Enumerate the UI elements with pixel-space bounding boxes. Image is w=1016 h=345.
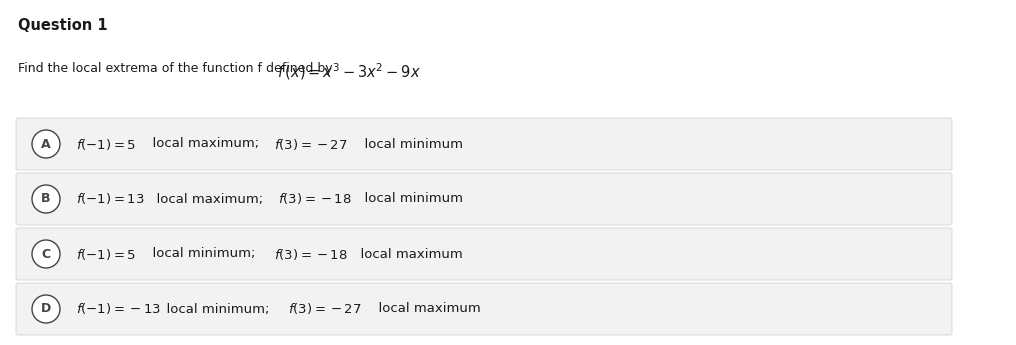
Text: Find the local extrema of the function f defined by: Find the local extrema of the function f… (18, 62, 336, 75)
Text: Question 1: Question 1 (18, 18, 108, 33)
FancyBboxPatch shape (16, 283, 952, 335)
Text: local maximum: local maximum (370, 303, 481, 315)
Text: $f(3)=-18$: $f(3)=-18$ (278, 191, 352, 207)
Circle shape (31, 130, 60, 158)
Text: C: C (42, 247, 51, 260)
Text: D: D (41, 303, 51, 315)
Text: local minimum: local minimum (356, 193, 463, 206)
Text: local maximum;: local maximum; (148, 193, 271, 206)
Text: local minimum;: local minimum; (144, 247, 264, 260)
Text: $f(3)=-27$: $f(3)=-27$ (274, 137, 347, 151)
Text: $f(-1)=5$: $f(-1)=5$ (76, 246, 136, 262)
Circle shape (31, 295, 60, 323)
Text: $f(-1)=5$: $f(-1)=5$ (76, 137, 136, 151)
Circle shape (31, 185, 60, 213)
Text: B: B (42, 193, 51, 206)
Text: local maximum;: local maximum; (144, 138, 267, 150)
FancyBboxPatch shape (16, 173, 952, 225)
Text: $\,f\,(x)=x^3-3x^2-9x$: $\,f\,(x)=x^3-3x^2-9x$ (275, 61, 421, 82)
Text: $f(-1)=13$: $f(-1)=13$ (76, 191, 144, 207)
Circle shape (31, 240, 60, 268)
Text: local minimum;: local minimum; (158, 303, 277, 315)
Text: local minimum: local minimum (356, 138, 463, 150)
Text: local maximum: local maximum (352, 247, 462, 260)
Text: $f(3)=-27$: $f(3)=-27$ (288, 302, 362, 316)
FancyBboxPatch shape (16, 228, 952, 280)
FancyBboxPatch shape (16, 118, 952, 170)
Text: $f(-1)=-13$: $f(-1)=-13$ (76, 302, 161, 316)
Text: $f(3)=-18$: $f(3)=-18$ (274, 246, 347, 262)
Text: A: A (42, 138, 51, 150)
